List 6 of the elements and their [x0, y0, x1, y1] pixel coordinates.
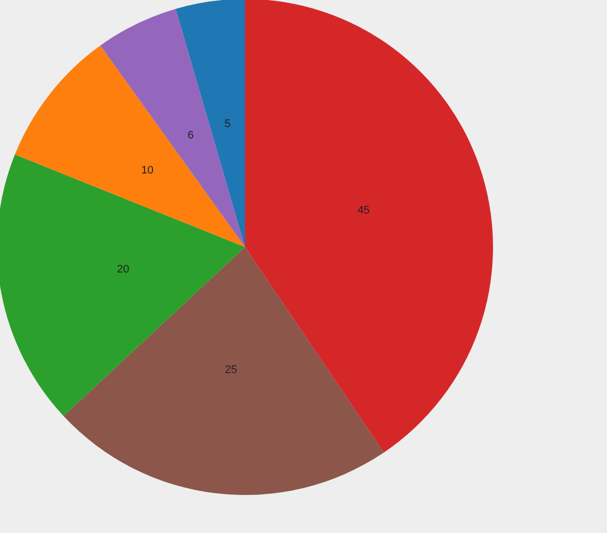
data-label: 20 [116, 264, 130, 276]
data-label: 45 [357, 204, 370, 217]
data-label: 25 [224, 364, 238, 376]
data-label: 5 [224, 118, 231, 130]
data-label: 10 [141, 164, 154, 176]
data-label: 6 [188, 130, 194, 142]
